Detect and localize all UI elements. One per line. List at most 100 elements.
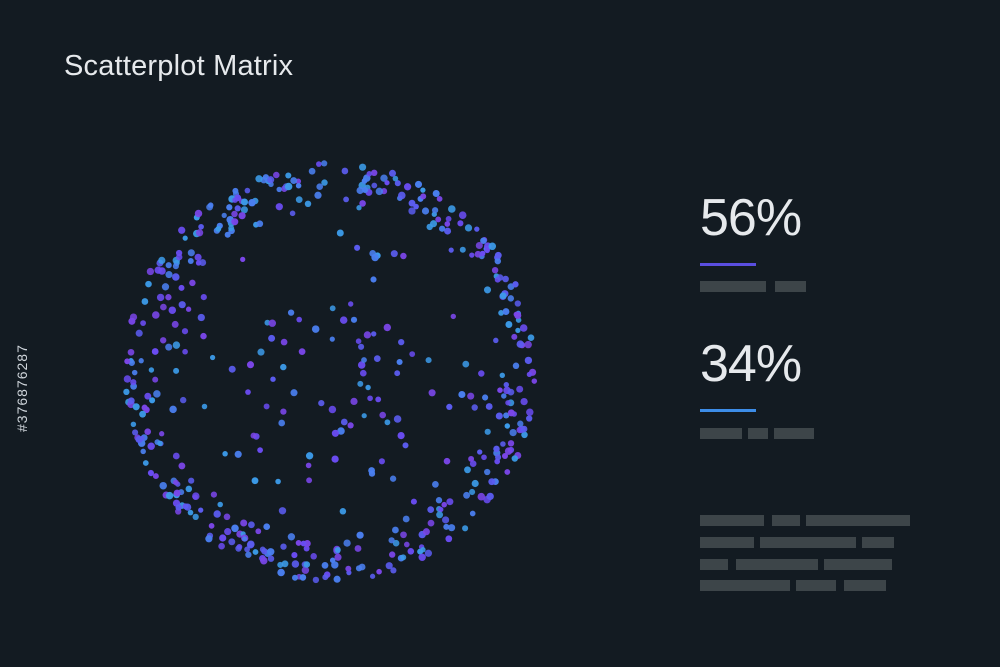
scatter-point	[336, 229, 344, 237]
scatter-point	[526, 408, 534, 416]
scatter-point	[494, 251, 502, 259]
scatter-point	[148, 367, 155, 373]
scatter-point	[514, 312, 522, 319]
scatter-point	[350, 397, 358, 406]
scatter-point	[496, 274, 504, 281]
scatter-point	[200, 294, 207, 301]
scatter-point	[295, 182, 302, 189]
scatter-point	[408, 207, 416, 215]
scatter-point	[318, 399, 325, 407]
scatter-point	[175, 504, 182, 511]
scatter-point	[173, 489, 181, 497]
scatter-point	[219, 534, 227, 542]
scatter-point	[200, 332, 207, 340]
scatter-point	[512, 362, 520, 370]
scatter-point	[328, 405, 337, 414]
scatter-point	[205, 535, 213, 543]
scatter-point	[234, 205, 241, 212]
scatter-point	[499, 292, 507, 300]
scatter-point	[420, 547, 426, 553]
scatter-point	[160, 337, 167, 344]
stat-2-accent-line	[700, 409, 756, 412]
scatter-point	[398, 191, 406, 200]
scatter-point	[486, 492, 494, 501]
scatter-point	[431, 207, 439, 214]
scatter-point	[266, 548, 275, 556]
scatter-point	[165, 343, 173, 351]
scatter-point	[232, 187, 239, 194]
scatter-point	[389, 475, 397, 482]
scatter-point	[201, 403, 208, 410]
scatter-point	[280, 363, 287, 371]
scatter-point	[240, 206, 248, 214]
scatter-point	[410, 498, 417, 505]
scatter-point	[421, 207, 430, 215]
scatter-point	[446, 403, 453, 410]
text-placeholder-bar	[736, 559, 818, 570]
scatter-point	[329, 557, 336, 564]
text-placeholder-bar	[806, 515, 910, 526]
scatter-point	[503, 382, 509, 388]
scatter-point	[238, 212, 246, 220]
scatter-point	[284, 182, 293, 191]
scatter-point	[215, 225, 222, 232]
scatter-point	[504, 447, 513, 455]
text-placeholder-bar	[796, 580, 836, 591]
scatter-point	[507, 295, 515, 302]
scatter-point	[234, 194, 242, 202]
scatter-point	[425, 357, 432, 364]
scatter-point	[488, 478, 496, 486]
scatter-point	[531, 378, 538, 384]
text-placeholder-bar	[774, 428, 814, 439]
scatter-point	[139, 435, 145, 441]
scatter-point	[187, 258, 194, 264]
scatter-point	[260, 556, 268, 565]
scatter-point	[505, 321, 513, 328]
scatter-point	[500, 441, 506, 447]
scatter-point	[157, 440, 163, 447]
scatter-point	[240, 256, 246, 263]
scatter-point	[222, 451, 228, 457]
scatter-point	[341, 167, 349, 175]
scatter-point	[457, 220, 464, 227]
scatter-point	[499, 372, 505, 378]
scatter-point	[385, 562, 393, 570]
text-placeholder-bar	[700, 281, 766, 292]
scatter-point	[464, 224, 473, 232]
scatter-point	[339, 316, 348, 324]
scatter-point	[248, 521, 255, 529]
scatter-point	[458, 390, 466, 399]
scatter-point	[135, 329, 143, 337]
text-placeholder-bar	[700, 428, 742, 439]
scatter-point	[132, 429, 139, 436]
scatter-point	[488, 242, 497, 251]
scatter-point	[427, 519, 435, 527]
scatter-point	[245, 551, 252, 558]
text-placeholder-bar	[824, 559, 892, 570]
scatter-point	[235, 545, 242, 552]
scatter-point	[369, 573, 376, 579]
page-title: Scatterplot Matrix	[64, 50, 294, 82]
scatter-point	[438, 225, 446, 232]
scatter-point	[435, 497, 443, 504]
scatter-point	[462, 525, 469, 532]
scatter-point	[521, 431, 528, 439]
scatter-point	[248, 198, 256, 207]
scatter-point	[321, 179, 328, 186]
scatter-point	[376, 568, 382, 575]
scatter-point	[287, 309, 295, 316]
scatter-point	[361, 178, 368, 184]
scatter-point	[322, 574, 329, 581]
scatter-point	[305, 452, 314, 460]
scatter-point	[140, 320, 146, 326]
scatter-point	[296, 316, 303, 323]
scatter-point	[152, 376, 159, 383]
scatter-point	[124, 358, 131, 365]
scatter-point	[210, 491, 217, 498]
scatter-point	[128, 359, 135, 366]
scatter-point	[298, 348, 306, 355]
stock-id-watermark: #376876287	[14, 344, 30, 432]
scatter-plot	[123, 160, 538, 584]
scatter-point	[380, 174, 388, 182]
scatter-point	[273, 171, 280, 179]
